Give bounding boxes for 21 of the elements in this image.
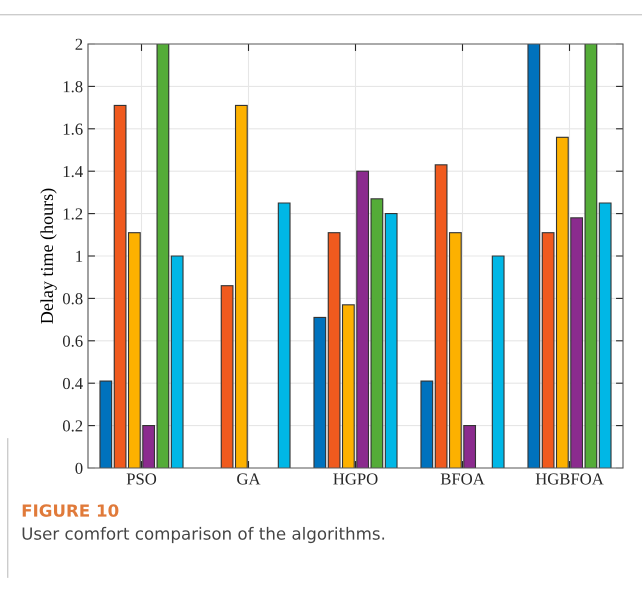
x-tick-label: PSO	[126, 473, 156, 485]
y-tick-label: 0	[75, 462, 83, 474]
y-tick-label: 1	[76, 250, 82, 262]
x-tick-label: BFOA	[440, 473, 485, 485]
y-tick-label: 0.6	[62, 336, 83, 347]
caption: FIGURE 10	[22, 504, 118, 517]
x-tick-label: HGPO	[333, 473, 378, 485]
y-tick-label: 0.4	[62, 378, 83, 390]
y-tick-label: 1.2	[64, 208, 82, 220]
y-tick-label: 0.8	[62, 293, 83, 304]
x-tick-label: HGBFOA	[536, 473, 604, 485]
y-tick-label: 1.6	[64, 124, 83, 135]
bar	[492, 255, 505, 468]
y-tick-label: 0.2	[62, 420, 82, 432]
x-tick-label: GA	[237, 473, 260, 485]
y-axis-title: Delay time (hours)	[40, 188, 57, 324]
y-tick-label: 1.8	[64, 81, 83, 92]
y-tick-label: 1.4	[64, 166, 83, 178]
text: User comfort comparison of the algorithms.	[22, 526, 384, 544]
bar	[278, 202, 291, 468]
y-tick-label: 2	[76, 38, 82, 50]
